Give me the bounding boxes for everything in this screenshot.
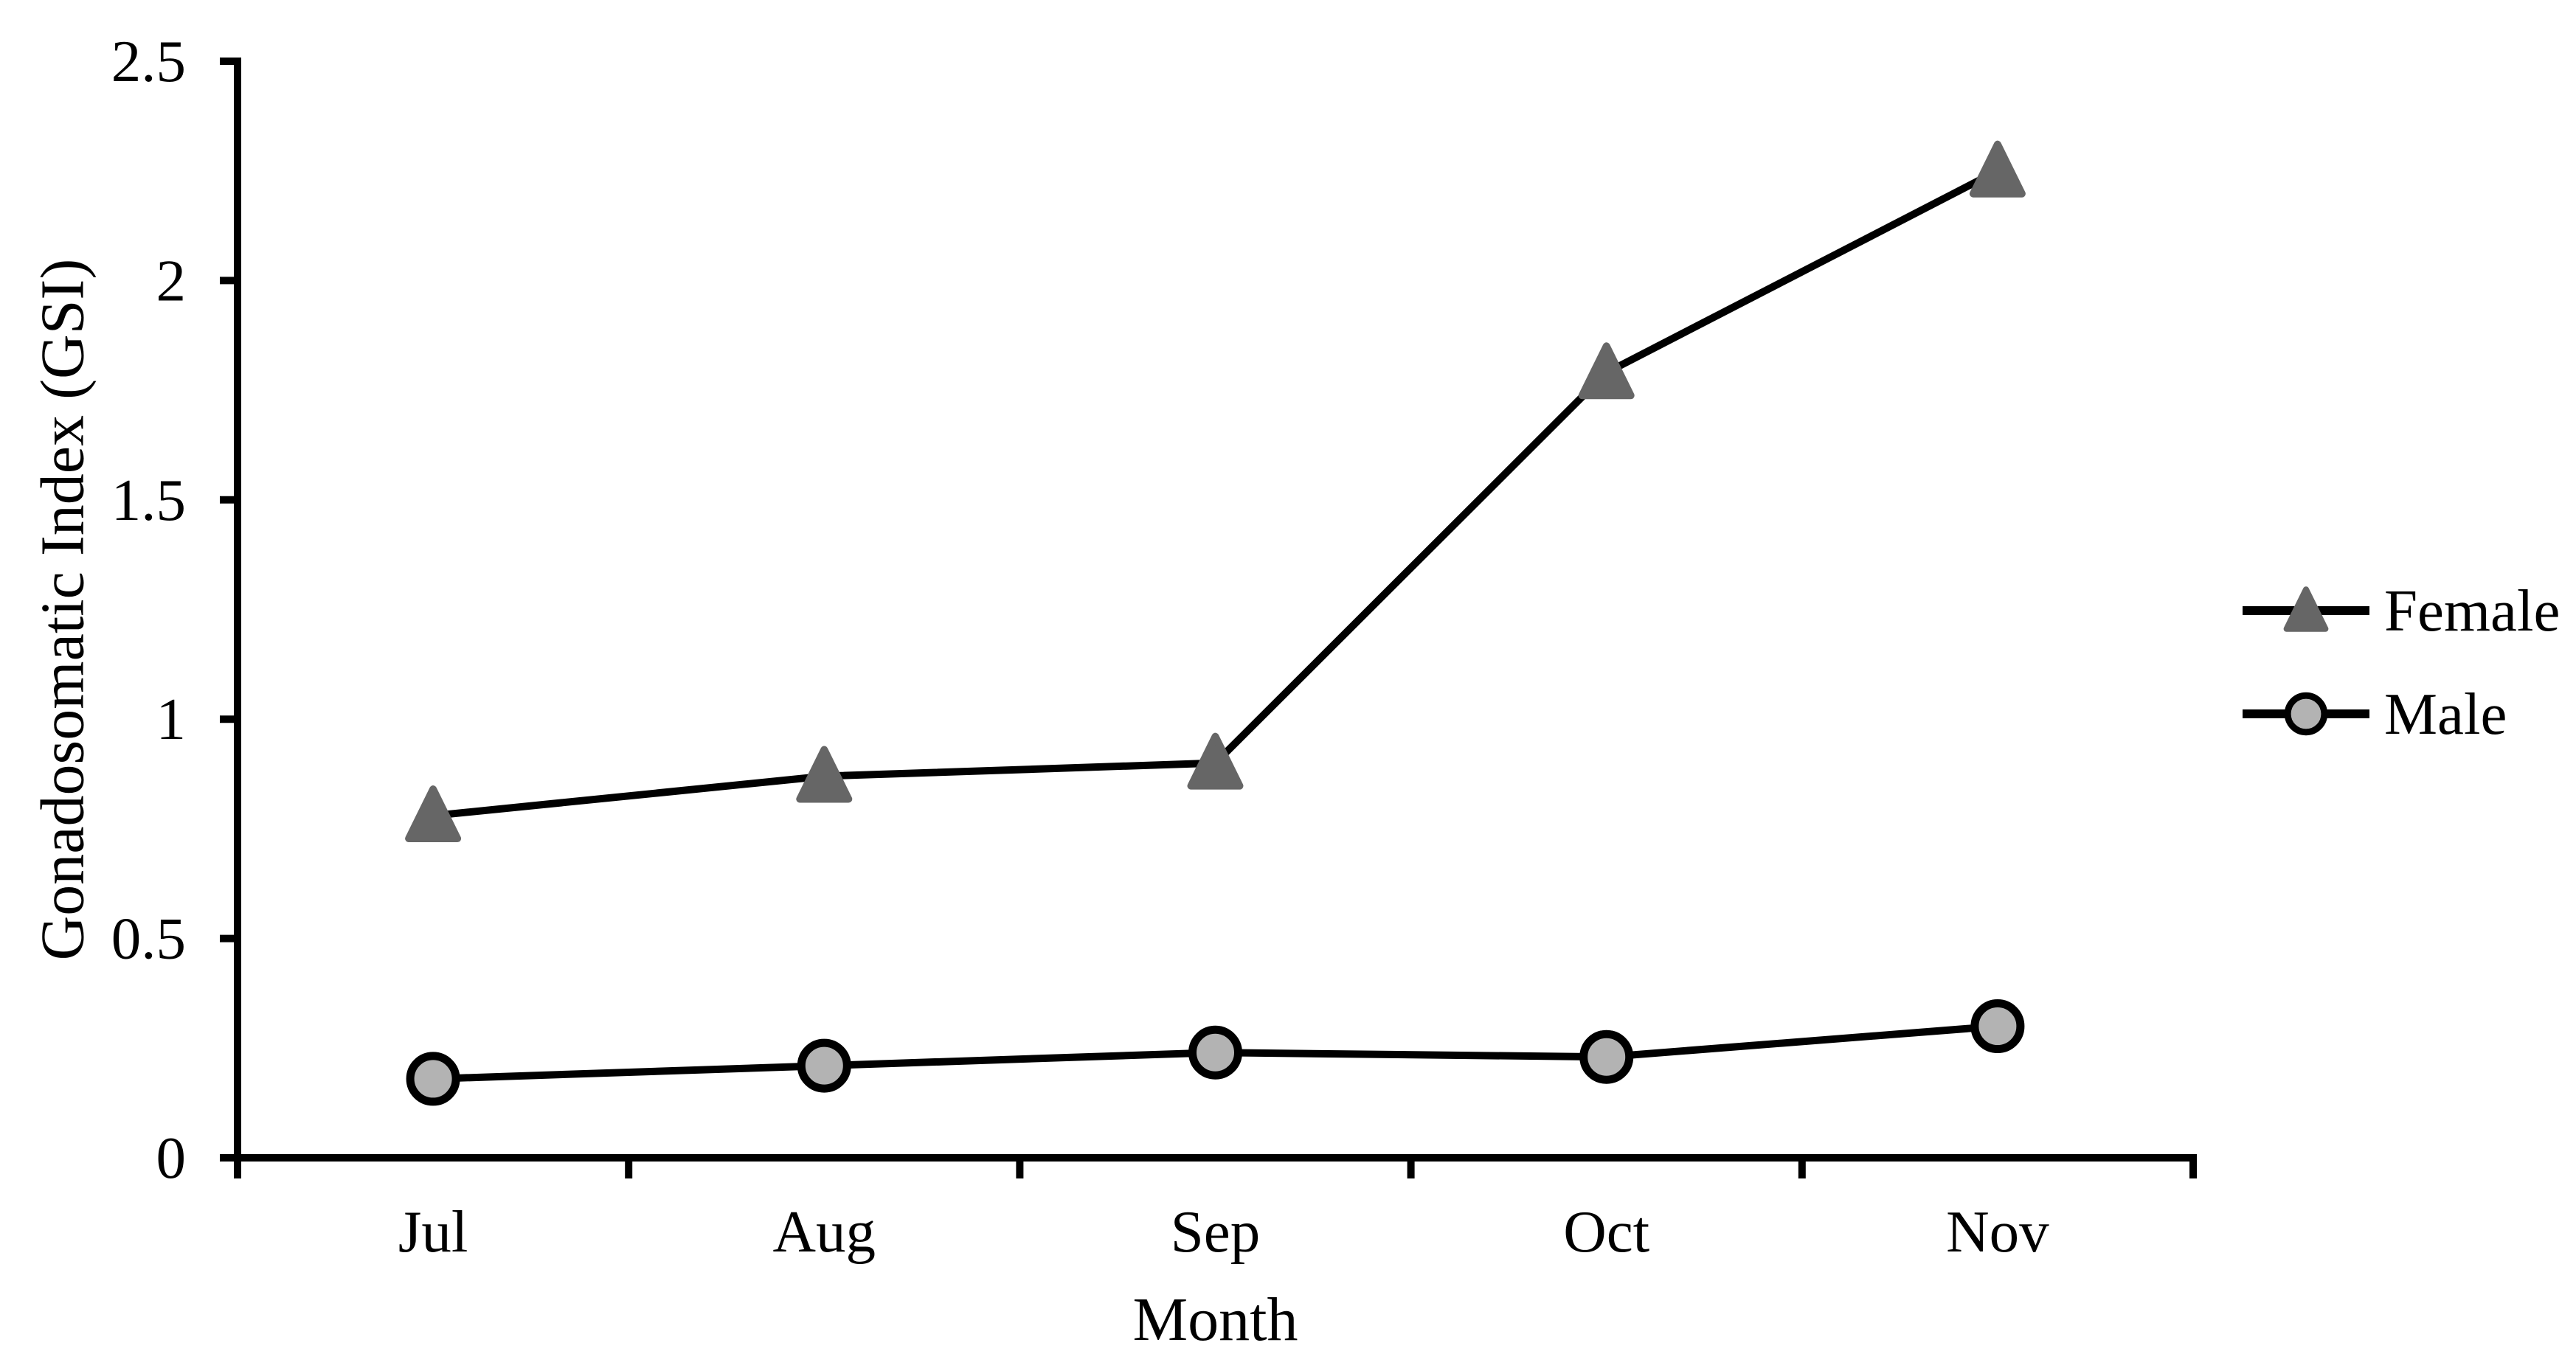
legend-label-female: Female — [2384, 577, 2560, 644]
x-axis-title: Month — [1132, 1285, 1298, 1354]
legend-female-triangle-marker — [2283, 586, 2329, 632]
series-line-female — [429, 167, 2001, 820]
y-tick-label: 1.5 — [111, 467, 186, 533]
x-category-label: Aug — [773, 1198, 876, 1265]
x-category-label: Jul — [398, 1198, 468, 1265]
series-male-point-nov-circle-marker — [1970, 999, 2025, 1054]
y-tick-label: 0 — [156, 1125, 187, 1191]
legend-male-circle-marker — [2284, 692, 2328, 736]
y-tick-label: 1 — [156, 686, 187, 752]
series-female-point-oct-triangle-marker — [1578, 342, 1635, 400]
x-category-label: Oct — [1563, 1198, 1649, 1265]
series-female-point-aug-triangle-marker — [796, 746, 853, 803]
series-female-point-jul-triangle-marker — [405, 785, 462, 843]
x-category-label: Sep — [1171, 1198, 1261, 1265]
y-axis-title: Gonadosomatic Index (GSI) — [29, 259, 97, 961]
series-female-point-sep-triangle-marker — [1187, 732, 1244, 790]
series-male-point-sep-circle-marker — [1188, 1025, 1242, 1080]
series-male-point-jul-circle-marker — [406, 1052, 460, 1106]
series-male-point-oct-circle-marker — [1579, 1030, 1634, 1084]
legend-label-male: Male — [2384, 681, 2507, 747]
y-tick-label: 0.5 — [111, 906, 186, 972]
x-category-label: Nov — [1946, 1198, 2049, 1265]
series-male-point-aug-circle-marker — [797, 1038, 851, 1093]
y-tick-label: 2.5 — [111, 28, 186, 94]
series-female-point-nov-triangle-marker — [1969, 140, 2026, 198]
y-tick-label: 2 — [156, 247, 187, 313]
